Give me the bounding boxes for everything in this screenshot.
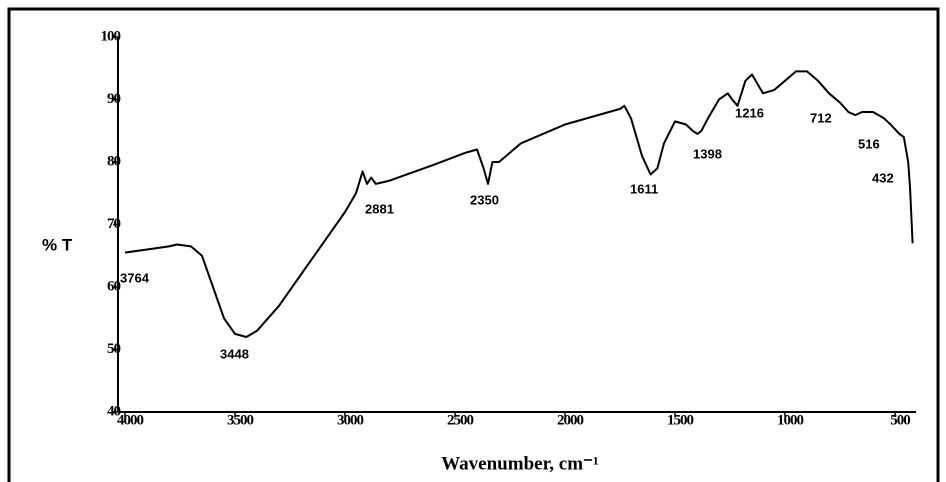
peak-label: 3448 — [220, 346, 249, 361]
x-tick-label: 1500 — [667, 412, 694, 428]
peak-label: 1216 — [735, 105, 764, 120]
x-tick-label: 4000 — [117, 412, 144, 428]
frame — [7, 7, 940, 482]
peak-label: 432 — [872, 170, 894, 185]
x-tick-label: 3500 — [227, 412, 254, 428]
peak-label: 3764 — [120, 270, 150, 285]
y-tick-label: 40 — [107, 403, 121, 419]
peak-label: 712 — [810, 110, 832, 125]
peak-label: 2350 — [470, 192, 499, 207]
peak-label: 516 — [858, 136, 880, 151]
y-tick-label: 50 — [107, 341, 121, 357]
peak-label: 1611 — [630, 181, 658, 196]
y-tick-label: 100 — [101, 28, 121, 44]
y-tick-label: 70 — [107, 216, 121, 232]
peak-label: 1398 — [693, 146, 722, 161]
x-tick-label: 2500 — [447, 412, 474, 428]
x-tick-label: 3000 — [337, 412, 364, 428]
y-tick-label: 60 — [107, 278, 121, 294]
x-tick-label: 1000 — [777, 412, 804, 428]
x-tick-label: 500 — [890, 412, 910, 428]
y-tick-label: 90 — [107, 91, 121, 107]
peak-label: 2881 — [365, 201, 394, 216]
spectrum-line — [124, 70, 914, 338]
y-tick-label: 80 — [107, 153, 121, 169]
x-tick-label: 2000 — [557, 412, 584, 428]
y-axis-label: % T — [42, 235, 73, 254]
x-axis-label: Wavenumber, cm⁻¹ — [441, 453, 599, 474]
